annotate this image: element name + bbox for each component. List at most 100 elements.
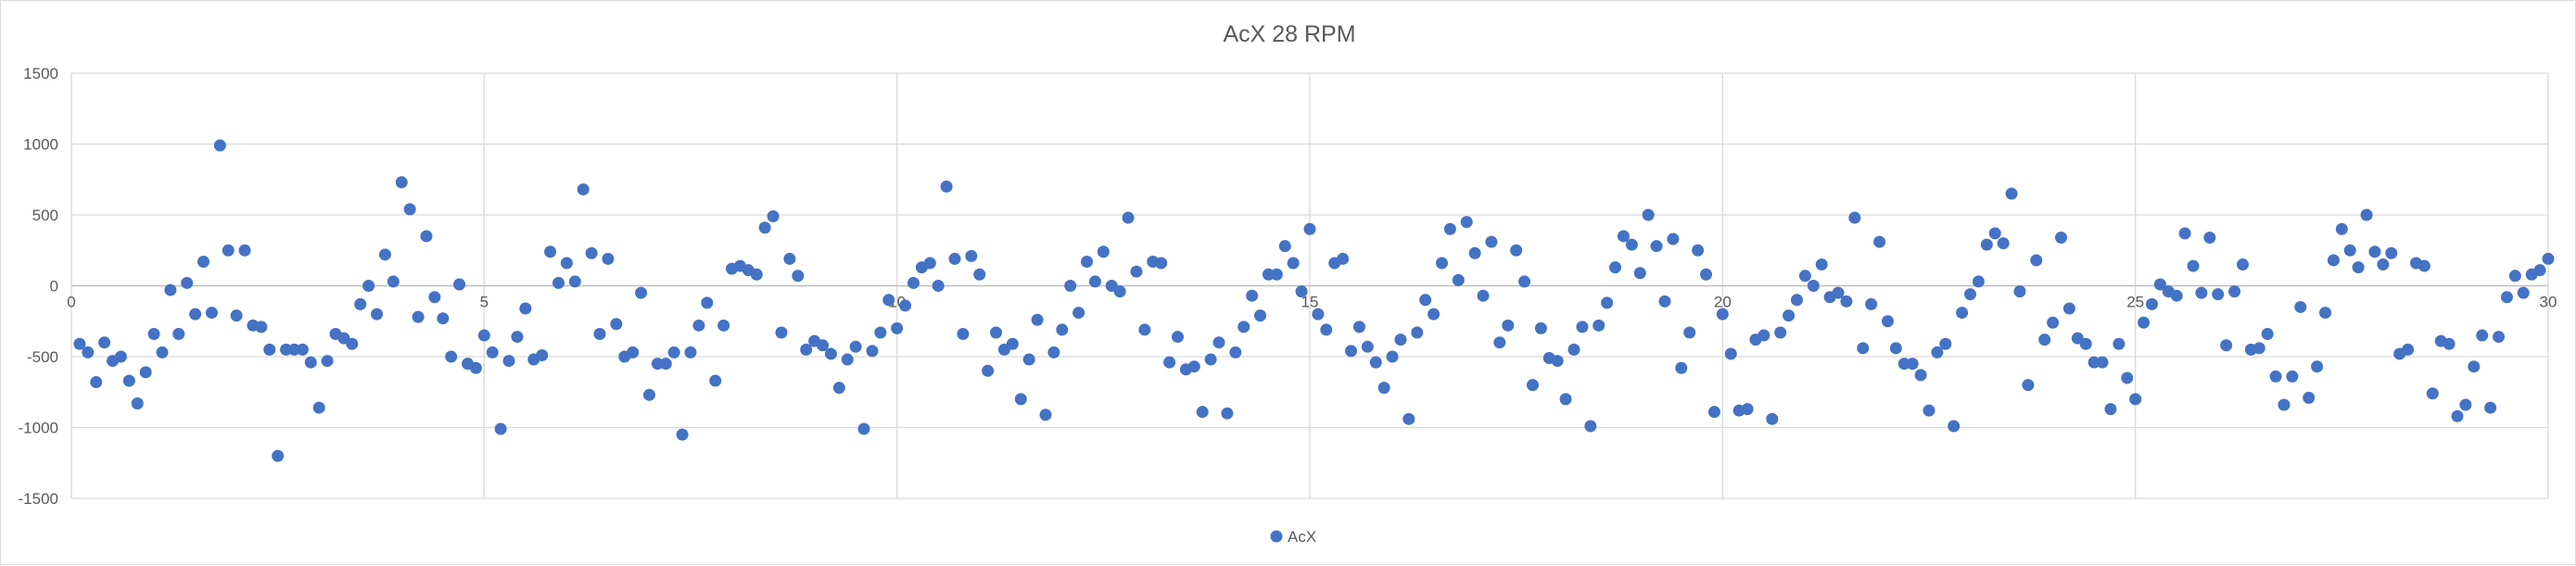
data-point [2417, 259, 2430, 272]
data-point [1584, 420, 1597, 433]
data-point [2303, 391, 2316, 404]
data-point [1609, 261, 1622, 274]
data-point [1642, 208, 1655, 221]
data-point [1345, 345, 1358, 358]
data-point [2113, 337, 2126, 350]
data-point [1931, 346, 1944, 358]
x-tick-label: 5 [480, 294, 489, 311]
data-point [2121, 371, 2134, 384]
data-point [2508, 270, 2521, 283]
data-point [156, 346, 169, 358]
data-point [1303, 222, 1316, 235]
data-point [1320, 323, 1333, 336]
data-point [1832, 286, 1845, 299]
data-point [2294, 300, 2307, 313]
data-point [642, 388, 655, 401]
data-point [1006, 337, 1019, 350]
data-point [1022, 353, 1035, 366]
data-point [362, 280, 375, 292]
data-point [519, 302, 532, 315]
data-point [114, 350, 127, 363]
data-point [437, 312, 450, 325]
data-point [1559, 393, 1572, 406]
data-point [445, 350, 458, 363]
data-point [371, 308, 384, 321]
x-tick-label: 20 [1714, 294, 1732, 311]
data-point [857, 422, 870, 435]
data-point [2252, 342, 2265, 355]
data-point [272, 449, 285, 462]
data-point [1337, 252, 1350, 265]
data-point [1692, 244, 1705, 257]
data-point [2096, 356, 2109, 369]
data-point [982, 364, 995, 377]
data-point [511, 331, 524, 344]
data-point [2426, 387, 2439, 400]
data-point [82, 346, 95, 358]
data-point [287, 343, 300, 356]
data-point [1956, 307, 1969, 320]
data-point [659, 358, 672, 371]
data-point [147, 328, 160, 341]
data-point [1278, 240, 1291, 253]
data-point [990, 326, 1003, 339]
data-point [1534, 321, 1547, 334]
data-point [1428, 308, 1440, 321]
data-point [164, 283, 177, 296]
data-point [2484, 401, 2497, 414]
data-point [2220, 339, 2233, 352]
data-point [2153, 278, 2166, 291]
data-point [494, 422, 507, 435]
data-point [1477, 289, 1490, 302]
data-point [709, 374, 722, 387]
data-point [667, 346, 680, 358]
data-point [2286, 370, 2299, 383]
data-point [1402, 412, 1415, 425]
data-point [1295, 285, 1308, 298]
data-point [2104, 403, 2117, 416]
data-point [544, 245, 557, 258]
data-point [321, 355, 334, 368]
data-point [354, 297, 367, 310]
data-point [2261, 328, 2274, 341]
data-point [849, 340, 862, 353]
data-point [965, 249, 978, 262]
data-point [1419, 294, 1432, 307]
data-point [2079, 337, 2092, 350]
data-point [1246, 289, 1259, 302]
data-point [2360, 208, 2373, 221]
data-point [874, 326, 887, 339]
data-point [1312, 308, 1325, 321]
data-point [536, 348, 549, 361]
data-point [1881, 315, 1894, 328]
data-point [2368, 245, 2381, 258]
data-point [701, 296, 714, 309]
data-point [1014, 393, 1027, 406]
data-point [775, 326, 788, 339]
data-point [2493, 331, 2506, 344]
data-point [1865, 297, 1878, 310]
data-point [469, 361, 482, 374]
data-point [189, 308, 202, 321]
data-point [1130, 265, 1143, 278]
data-point [2195, 286, 2208, 299]
data-point [1460, 216, 1473, 229]
data-point [758, 221, 771, 234]
data-point [948, 252, 961, 265]
data-point [1707, 406, 1720, 419]
data-point [891, 321, 904, 334]
data-point [2542, 252, 2555, 265]
data-point [2047, 316, 2060, 329]
data-point [635, 286, 648, 299]
data-point [312, 401, 325, 414]
data-point [1088, 275, 1101, 288]
data-point [1972, 275, 1985, 288]
data-point [477, 329, 490, 342]
data-point [2087, 356, 2100, 369]
data-point [1914, 369, 1927, 382]
data-point [1906, 358, 1919, 371]
data-point [1262, 268, 1275, 281]
data-point [2468, 360, 2481, 373]
data-point [2319, 307, 2332, 320]
